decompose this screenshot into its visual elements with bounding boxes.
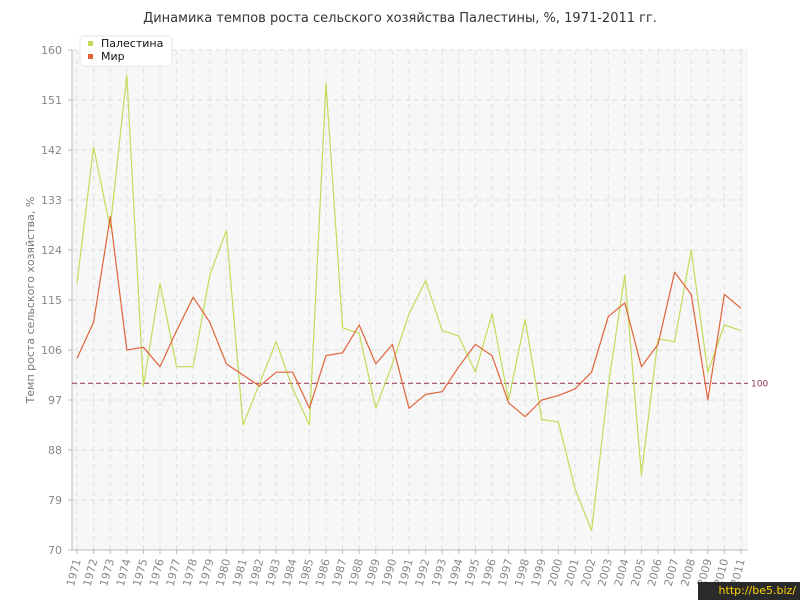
y-tick-label: 151 [41,94,62,107]
y-tick-label: 115 [41,294,62,307]
legend-label: Мир [101,50,125,63]
series-line-1 [76,74,742,532]
watermark-link[interactable]: http://be5.biz/ [698,582,800,600]
y-tick-label: 88 [48,444,62,457]
chart-title: Динамика темпов роста сельского хозяйств… [143,11,657,26]
y-tick-label: 79 [48,494,62,507]
y-tick-label: 124 [41,244,62,257]
y-tick-label: 133 [41,194,62,207]
reference-line-label: 100 [751,379,768,389]
y-tick-label: 106 [41,344,62,357]
y-axis-label: Темп роста сельского хозяйства, % [24,197,37,405]
y-tick-label: 142 [41,144,62,157]
legend-label: Палестина [101,37,163,50]
y-tick-label: 97 [48,394,62,407]
y-tick-label: 70 [48,544,62,557]
series-group [76,74,742,532]
reference-line-group: 100 [72,379,768,389]
legend-marker [88,41,93,46]
y-axis-ticks: 70 79 88 97 106 115 124 133 142 151 160 [41,44,72,557]
legend-box [79,35,173,67]
legend-marker [88,54,93,59]
grid [72,49,748,551]
y-tick-label: 160 [41,44,62,57]
series-line-2 [76,216,742,418]
